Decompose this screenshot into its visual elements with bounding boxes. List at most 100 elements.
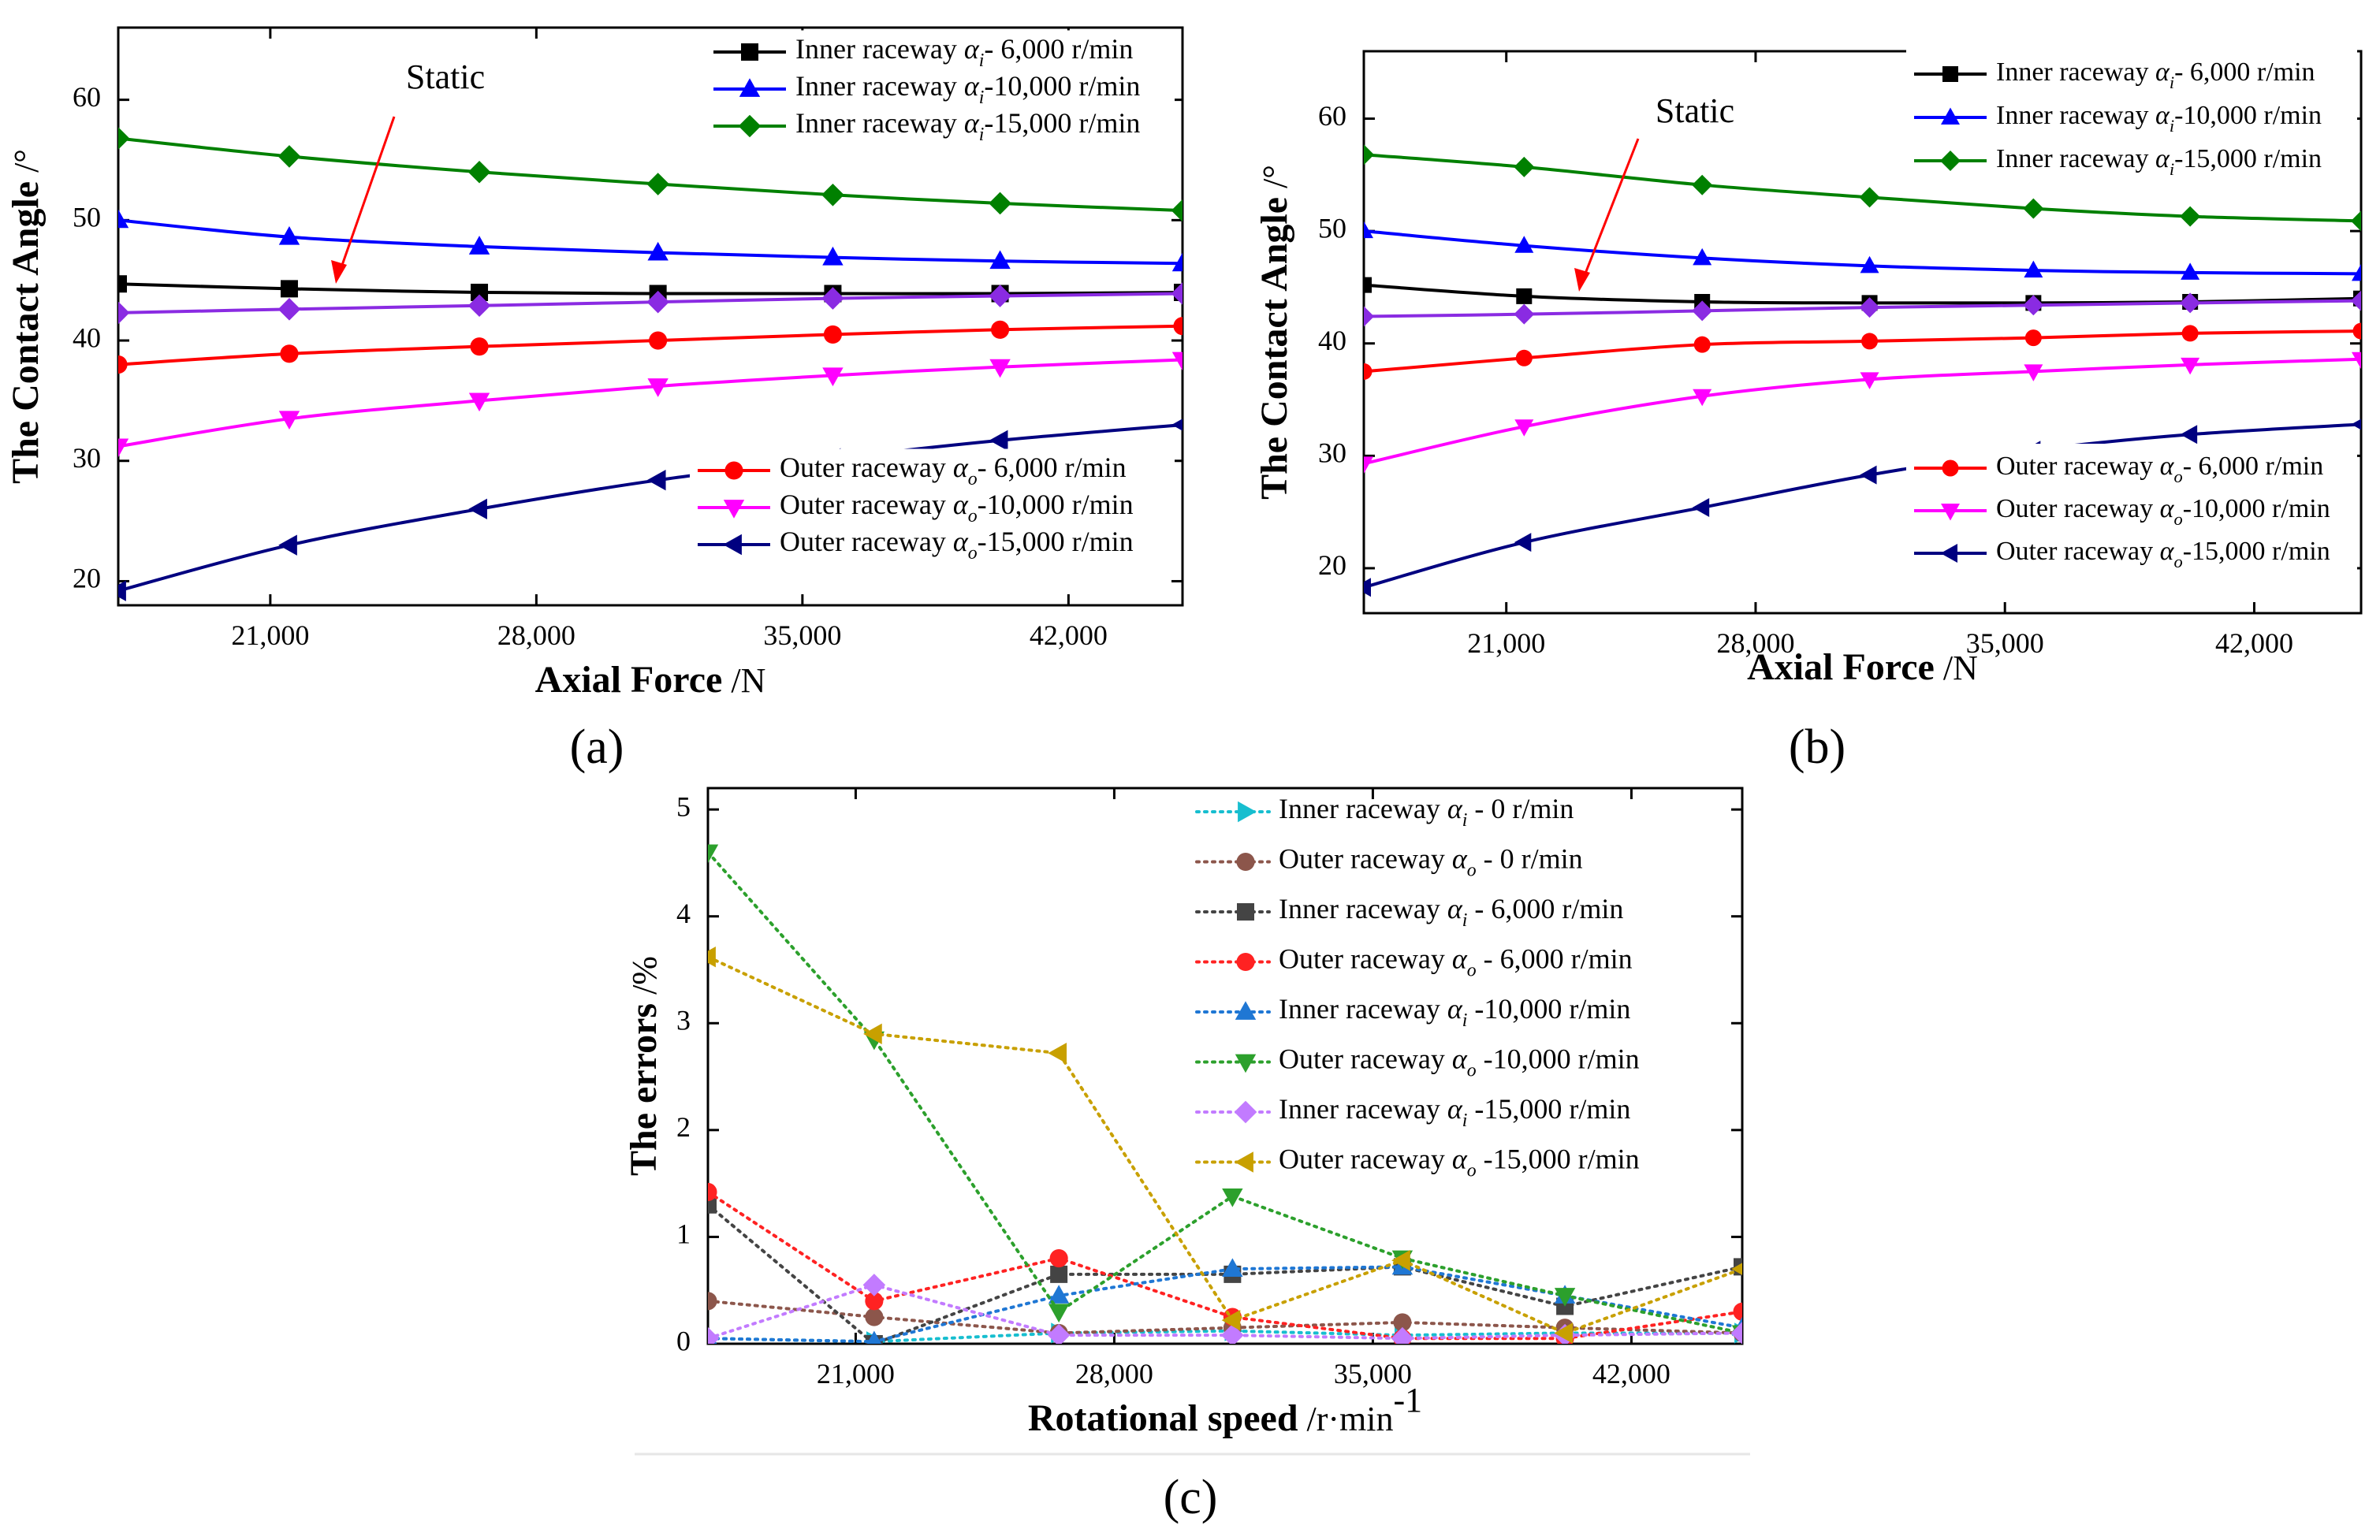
legend-background	[690, 448, 1175, 567]
legend-label-text: Outer raceway	[780, 526, 953, 557]
legend-marker	[738, 114, 762, 138]
data-point	[991, 320, 1010, 339]
legend-label-text: Inner raceway	[1279, 893, 1447, 924]
series-2	[118, 127, 1183, 222]
data-point	[2181, 262, 2200, 280]
legend-label-symbol: α	[1447, 893, 1463, 924]
data-point	[1693, 336, 1711, 353]
legend-label: Outer raceway αo- 6,000 r/min	[1996, 452, 2323, 486]
legend-marker	[1940, 151, 1961, 171]
data-point	[821, 183, 844, 206]
y-tick-label: 40	[1318, 325, 1346, 356]
y-axis-title: The errors /%	[623, 956, 665, 1176]
data-point	[866, 1330, 882, 1344]
legend-label-symbol: α	[964, 33, 980, 65]
data-point	[2023, 198, 2044, 219]
data-point	[1859, 187, 1880, 208]
y-tick-label: 20	[73, 563, 101, 594]
legend-label: Outer raceway αo-10,000 r/min	[1996, 494, 2330, 529]
data-point	[277, 298, 301, 321]
legend-marker	[1235, 1054, 1257, 1073]
legend-label: Inner raceway αi -15,000 r/min	[1279, 1093, 1630, 1131]
legend-label-subscript: o	[1467, 1061, 1477, 1081]
data-point	[1515, 349, 1533, 366]
legend-label-symbol: α	[1452, 1043, 1468, 1075]
legend-label-subscript: i	[1462, 1010, 1468, 1031]
y-tick-label: 50	[1318, 212, 1346, 244]
legend-label-symbol: α	[2155, 58, 2170, 87]
data-point	[1693, 389, 1712, 407]
legend-label-text: Outer raceway	[1279, 1043, 1452, 1075]
data-point	[1048, 1043, 1067, 1064]
data-point	[1554, 1288, 1576, 1307]
x-tick-label: 21,000	[817, 1358, 895, 1389]
legend-label: Inner raceway αi- 6,000 r/min	[795, 33, 1133, 71]
legend-label-text: Inner raceway	[1996, 144, 2155, 173]
legend-label-text: Inner raceway	[1279, 793, 1447, 824]
data-point	[1516, 288, 1533, 304]
legend-label: Outer raceway αo-15,000 r/min	[780, 526, 1134, 564]
data-point	[278, 225, 300, 245]
data-point	[2024, 260, 2043, 278]
x-tick-label: 28,000	[497, 619, 575, 651]
data-point	[1692, 174, 1713, 195]
legend-marker	[1942, 459, 1959, 477]
legend-label-subscript: o	[968, 543, 978, 564]
legend-bottom-right: Outer raceway αo- 6,000 r/min Outer racew…	[1906, 444, 2357, 578]
data-point	[647, 378, 669, 397]
data-point	[1364, 578, 1371, 597]
data-point	[1860, 465, 1877, 485]
legend-label-subscript: o	[1467, 1161, 1477, 1181]
legend-marker	[1236, 852, 1255, 872]
data-point	[2180, 292, 2201, 314]
legend-label-symbol: α	[964, 70, 980, 102]
data-point	[1047, 1323, 1071, 1344]
static-annotation: Static	[406, 58, 485, 96]
data-point	[1222, 1188, 1243, 1207]
legend-label: Inner raceway αi-15,000 r/min	[795, 107, 1140, 145]
static-arrow-head	[1574, 268, 1590, 292]
legend-label-text: Inner raceway	[795, 70, 964, 102]
plot-area	[708, 844, 1742, 1344]
legend-label-symbol: α	[2160, 494, 2175, 523]
x-tick-label: 21,000	[1467, 627, 1545, 659]
legend-label-text: Inner raceway	[795, 107, 964, 139]
legend-label: Outer raceway αo- 6,000 r/min	[780, 452, 1127, 489]
legend-label-speed: - 6,000 r/min	[1477, 943, 1633, 975]
y-axis-title-text: The Contact Angle	[5, 181, 47, 484]
legend-label-speed: - 6,000 r/min	[2183, 452, 2323, 481]
legend-marker	[723, 500, 745, 519]
data-point	[468, 392, 490, 412]
legend-label-speed: - 6,000 r/min	[978, 452, 1127, 483]
x-tick-label: 35,000	[1334, 1358, 1412, 1389]
y-tick-label: 60	[1318, 100, 1346, 132]
data-point	[989, 285, 1011, 307]
series-3	[118, 317, 1183, 374]
y-tick-label: 2	[676, 1111, 691, 1143]
x-axis-unit-sup: -1	[1394, 1381, 1423, 1419]
data-point	[1860, 372, 1879, 389]
data-point	[470, 337, 489, 356]
data-point	[1364, 363, 1373, 380]
chart-b: 21,000 28,000 35,000 42,000 20 30 40 50 60 Axial …	[1253, 49, 2363, 688]
series-5	[1364, 418, 2361, 597]
y-tick-label: 50	[73, 202, 101, 233]
series-1	[1364, 221, 2361, 281]
legend-label-speed: -15,000 r/min	[2174, 144, 2322, 173]
legend-label-symbol: α	[2155, 144, 2170, 173]
legend-label: Outer raceway αo -10,000 r/min	[1279, 1043, 1640, 1081]
legend-label-symbol: α	[1447, 993, 1463, 1025]
legend-label-symbol: α	[1447, 793, 1463, 824]
data-point	[1391, 1326, 1414, 1344]
legend-label-speed: -15,000 r/min	[984, 107, 1140, 139]
data-point	[1221, 1309, 1241, 1331]
data-point	[2181, 357, 2200, 375]
data-point	[708, 947, 716, 968]
legend-label-symbol: α	[2160, 537, 2175, 566]
legend-label-text: Outer raceway	[1996, 494, 2160, 523]
data-point	[1364, 306, 1374, 327]
data-point	[2024, 364, 2043, 381]
data-point	[1861, 333, 1879, 350]
data-point	[2180, 425, 2198, 445]
